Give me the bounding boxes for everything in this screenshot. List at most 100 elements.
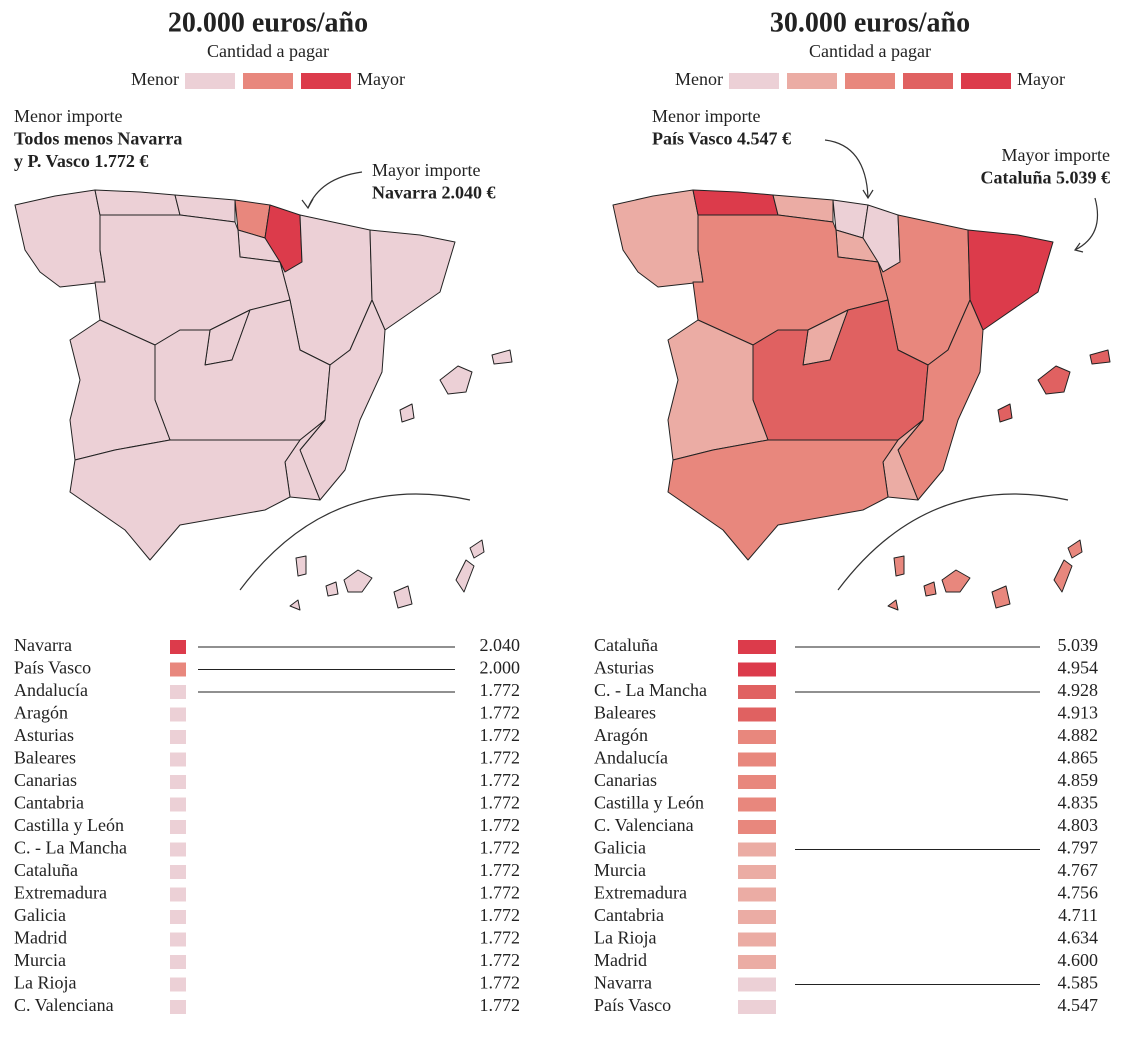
region-value: 1.772: [480, 860, 521, 880]
region-name: Asturias: [594, 658, 654, 678]
region-name: Navarra: [594, 973, 652, 993]
region-name: Andalucía: [14, 680, 88, 700]
region-name: Galicia: [14, 905, 66, 925]
row-swatch: [738, 865, 776, 879]
region-value: 4.797: [1058, 838, 1099, 858]
region: [393, 585, 413, 609]
row-swatch: [170, 865, 186, 879]
legend-swatch: [729, 73, 779, 89]
region-value: 1.772: [480, 838, 521, 858]
row-swatch: [738, 775, 776, 789]
region-value: 4.600: [1058, 950, 1099, 970]
row-swatch: [738, 932, 776, 947]
region-name: C. - La Mancha: [594, 680, 707, 700]
region-name: La Rioja: [14, 973, 76, 993]
row-swatch: [170, 730, 186, 744]
row-swatch: [170, 842, 186, 857]
region-name: Aragón: [594, 725, 648, 745]
region: [1067, 539, 1083, 559]
region-name: Murcia: [14, 950, 66, 970]
region-value: 1.772: [480, 703, 521, 723]
row-swatch: [170, 1000, 186, 1014]
region-value: 2.000: [480, 658, 521, 678]
region: [455, 559, 475, 593]
low-text: País Vasco 4.547 €: [652, 129, 791, 149]
row-swatch: [170, 955, 186, 969]
panel-subtitle: Cantidad a pagar: [207, 41, 329, 61]
region-name: Cataluña: [594, 635, 658, 655]
row-swatch: [170, 640, 186, 654]
row-swatch: [170, 662, 186, 677]
region-value: 4.711: [1058, 905, 1098, 925]
high-text: Cataluña 5.039 €: [980, 168, 1110, 188]
legend-swatch: [961, 73, 1011, 89]
region: [399, 403, 415, 423]
row-swatch: [738, 887, 776, 902]
row-swatch: [170, 977, 186, 992]
arrow: [307, 171, 363, 209]
row-swatch: [738, 752, 776, 767]
region-value: 4.803: [1058, 815, 1099, 835]
region-name: La Rioja: [594, 928, 656, 948]
row-swatch: [738, 707, 776, 722]
region: [967, 229, 1054, 331]
row-swatch: [170, 932, 186, 947]
panel-subtitle: Cantidad a pagar: [809, 41, 931, 61]
region-name: Cataluña: [14, 860, 78, 880]
region-value: 1.772: [480, 770, 521, 790]
region: [325, 581, 339, 597]
legend-swatch: [243, 73, 293, 89]
legend-swatch: [787, 73, 837, 89]
row-swatch: [738, 685, 776, 699]
region-name: Canarias: [594, 770, 657, 790]
panel-title: 20.000 euros/año: [168, 7, 368, 38]
low-text: y P. Vasco 1.772 €: [14, 151, 148, 171]
region-name: Andalucía: [594, 748, 668, 768]
region-value: 5.039: [1058, 635, 1099, 655]
high-label: Mayor importe: [372, 160, 480, 180]
region: [612, 189, 704, 288]
region: [667, 439, 899, 561]
row-swatch: [738, 640, 776, 654]
region: [887, 599, 899, 611]
row-swatch: [738, 977, 776, 992]
row-swatch: [738, 842, 776, 857]
region-name: Cantabria: [594, 905, 664, 925]
region: [692, 189, 779, 216]
region-value: 1.772: [480, 905, 521, 925]
region: [469, 539, 485, 559]
region: [289, 599, 301, 611]
arrowhead: [862, 189, 874, 200]
row-swatch: [170, 910, 186, 924]
region-name: Extremadura: [594, 883, 687, 903]
high-text: Navarra 2.040 €: [372, 183, 495, 203]
region: [991, 585, 1011, 609]
region-name: Canarias: [14, 770, 77, 790]
region-name: Madrid: [14, 928, 67, 948]
region-name: Asturias: [14, 725, 74, 745]
row-swatch: [738, 820, 776, 834]
region: [1053, 559, 1073, 593]
region-value: 4.835: [1058, 793, 1099, 813]
region-value: 1.772: [480, 680, 521, 700]
legend-swatch: [185, 73, 235, 89]
region-name: C. Valenciana: [14, 995, 114, 1015]
arrowhead: [301, 198, 314, 210]
region: [343, 569, 373, 593]
region-name: País Vasco: [14, 658, 91, 678]
region-value: 1.772: [480, 883, 521, 903]
region-value: 4.865: [1058, 748, 1099, 768]
region-name: País Vasco: [594, 995, 671, 1015]
canary-arc: [239, 493, 471, 591]
region: [94, 189, 181, 216]
region: [295, 555, 307, 577]
region: [439, 365, 473, 395]
arrowhead: [1073, 242, 1084, 253]
region-value: 4.928: [1058, 680, 1099, 700]
legend-swatch: [301, 73, 351, 89]
row-swatch: [738, 797, 776, 812]
low-label: Menor importe: [652, 106, 760, 126]
region-name: Baleares: [14, 748, 76, 768]
canary-arc: [837, 493, 1069, 591]
